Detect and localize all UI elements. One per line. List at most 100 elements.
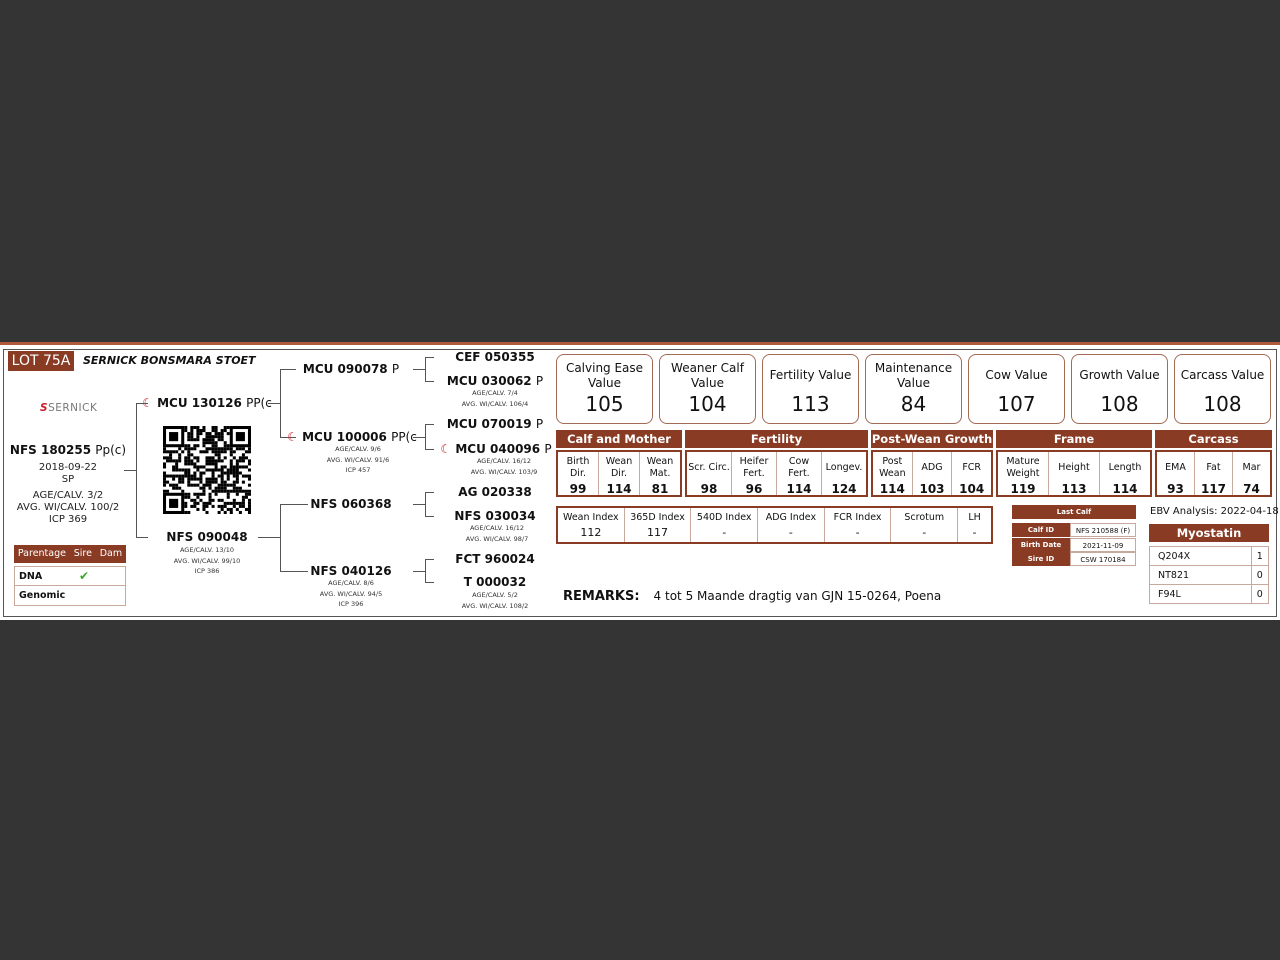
- label: DNA: [19, 571, 43, 582]
- sernick-logo: SSERNICK: [40, 402, 98, 414]
- ebv-value: 124: [831, 482, 857, 496]
- index-label: Scrotum: [904, 512, 945, 523]
- value-number: 104: [688, 392, 727, 416]
- ebv-value: 98: [700, 482, 718, 496]
- ebv-value: 113: [1061, 482, 1087, 496]
- card-title: SERNICK BONSMARA STOET: [83, 354, 256, 367]
- ebv-label: FCR: [962, 462, 982, 473]
- animal-id: NFS 180255 Pp(c): [9, 443, 127, 457]
- ss-id: MCU 090078 P: [302, 362, 400, 376]
- ebv-cell: Post Wean 114: [873, 452, 913, 496]
- ebv-label: EMA: [1165, 462, 1186, 473]
- index-table: Wean Index 112 365D Index 117 540D Index - ADG…: [556, 506, 993, 544]
- section-header: Fertility: [685, 430, 868, 448]
- index-cell: FCR Index -: [825, 508, 892, 542]
- value-number: 84: [900, 392, 927, 416]
- index-label: 365D Index: [630, 512, 685, 523]
- parentage-header: Parentage Sire Dam: [14, 545, 126, 563]
- ebv-label: ADG: [921, 462, 943, 473]
- index-label: FCR Index: [833, 512, 882, 523]
- dsd-info: AGE/CALV. 16/12 AVG. WI/CALV. 98/7: [465, 524, 529, 543]
- value-number: 108: [1203, 392, 1242, 416]
- value-number: 105: [585, 392, 624, 416]
- ebv-label: Fat: [1206, 462, 1221, 473]
- ebv-value: 74: [1243, 482, 1260, 496]
- ebv-value: 99: [569, 482, 587, 496]
- last-calf-value: NFS 210588 (F): [1070, 523, 1136, 537]
- dam-id: NFS 090048: [166, 530, 248, 544]
- ebv-label: Mar: [1242, 462, 1261, 473]
- index-cell: LH -: [958, 508, 991, 542]
- value-title: Fertility Value: [769, 368, 852, 382]
- dds-id: FCT 960024: [455, 552, 535, 566]
- ebv-cell: Scr. Circ. 98: [687, 452, 732, 496]
- myostatin-row: F94L 0: [1149, 584, 1270, 604]
- marker-value: 1: [1250, 546, 1270, 566]
- index-label: LH: [968, 512, 981, 523]
- value-title: Cow Value: [985, 368, 1048, 382]
- header-dam: Dam: [99, 548, 123, 559]
- ebv-label: Post Wean: [879, 456, 906, 479]
- index-cell: ADG Index -: [758, 508, 825, 542]
- last-calf-header: Last Calf: [1012, 505, 1136, 519]
- ebv-label: Length: [1108, 462, 1142, 473]
- value-box: Weaner Calf Value 104: [659, 354, 756, 424]
- ssd-info: AGE/CALV. 7/4 AVG. WI/CALV. 106/4: [461, 389, 529, 408]
- last-calf-value: CSW 170184: [1070, 552, 1136, 566]
- animal-info: 2018-09-22 SP AGE/CALV. 3/2 AVG. WI/CALV. …: [17, 462, 119, 526]
- value-number: 108: [1100, 392, 1139, 416]
- ebv-cell: Heifer Fert. 96: [732, 452, 777, 496]
- ebv-group: Birth Dir. 99 Wean Dir. 114 Wean Mat. 81: [556, 450, 682, 497]
- ebv-value: 93: [1167, 482, 1184, 496]
- last-calf-key: Sire ID: [1012, 552, 1070, 566]
- last-calf-key: Birth Date: [1012, 537, 1070, 552]
- myostatin-header: Myostatin: [1149, 524, 1269, 542]
- index-cell: Scrotum -: [891, 508, 959, 542]
- ssd-id: MCU 030062 P: [446, 374, 544, 388]
- ebv-label: Wean Dir.: [605, 456, 633, 479]
- sdd-info: AGE/CALV. 16/12 AVG. WI/CALV. 103/9: [470, 457, 538, 476]
- lot-badge: LOT 75A: [8, 351, 74, 371]
- last-calf-key: Calf ID: [1012, 523, 1070, 537]
- index-label: Wean Index: [562, 512, 619, 523]
- remarks: REMARKS: 4 tot 5 Maande dragtig van GJN 1…: [563, 589, 941, 604]
- last-calf-value: 2021-11-09: [1070, 537, 1136, 552]
- value-title: Maintenance Value: [874, 360, 953, 390]
- marker: F94L: [1149, 584, 1252, 604]
- myostatin-row: Q204X 1: [1149, 546, 1270, 566]
- ebv-group: Post Wean 114 ADG 103 FCR 104: [871, 450, 993, 497]
- dob: 2018-09-22: [38, 462, 98, 473]
- ebv-cell: Wean Dir. 114: [599, 452, 640, 496]
- ebv-value: 103: [919, 482, 945, 496]
- ebv-group: Mature Weight 119 Height 113 Length 114: [996, 450, 1152, 497]
- qr-code[interactable]: [163, 426, 251, 514]
- ebv-label: Wean Mat.: [646, 456, 674, 479]
- index-label: ADG Index: [765, 512, 817, 523]
- ebv-label: Longev.: [825, 462, 863, 473]
- sss-id: CEF 050355: [455, 350, 535, 364]
- remarks-text: 4 tot 5 Maande dragtig van GJN 15-0264, …: [653, 589, 942, 603]
- value-box: Calving Ease Value 105: [556, 354, 653, 424]
- marker: Q204X: [1149, 546, 1252, 566]
- index-label: 540D Index: [696, 512, 752, 523]
- sire-id: ☾ MCU 130126 PP(c: [142, 396, 272, 410]
- ebv-label: Scr. Circ.: [688, 462, 730, 473]
- index-value: 117: [647, 526, 669, 539]
- ebv-value: 104: [959, 482, 985, 496]
- marker: NT821: [1149, 565, 1252, 585]
- value-box: Growth Value 108: [1071, 354, 1168, 424]
- ebv-label: Cow Fert.: [788, 456, 810, 479]
- index-value: -: [972, 526, 977, 539]
- ebv-value: 114: [1112, 482, 1138, 496]
- sernick-mark-icon: ☾: [440, 442, 452, 456]
- sd-info: AGE/CALV. 9/6 AVG. WI/CALV. 91/6 ICP 457: [326, 445, 390, 474]
- ebv-label: Birth Dir.: [566, 456, 590, 479]
- index-value: 112: [580, 526, 602, 539]
- section-header: Carcass: [1155, 430, 1272, 448]
- ebv-label: Mature Weight: [1006, 456, 1040, 479]
- ebv-cell: EMA 93: [1157, 452, 1195, 496]
- myostatin-table: Q204X 1 NT821 0 F94L 0: [1149, 546, 1270, 604]
- ebv-cell: FCR 104: [952, 452, 991, 496]
- value-title: Calving Ease Value: [565, 360, 644, 390]
- dam-info: AGE/CALV. 13/10 AVG. WI/CALV. 99/10 ICP 38…: [173, 546, 241, 575]
